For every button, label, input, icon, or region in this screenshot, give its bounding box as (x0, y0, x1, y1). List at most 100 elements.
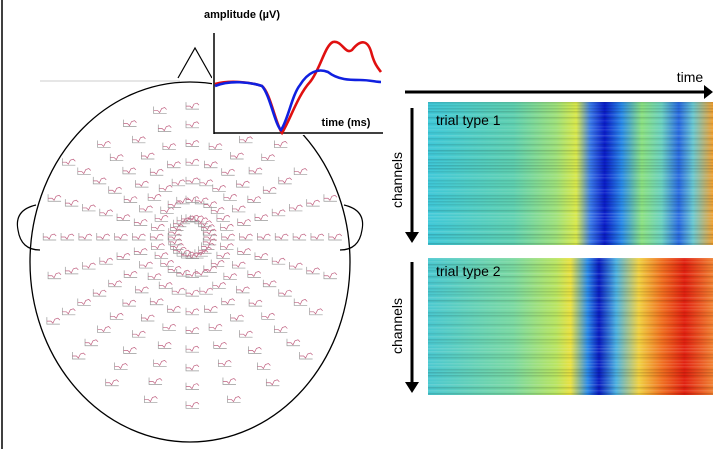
mini-axes (176, 249, 191, 257)
mini-trace (328, 233, 343, 240)
mini-axes (154, 251, 169, 260)
mini-axes (185, 382, 199, 390)
mini-axes (133, 218, 148, 226)
mini-trace (186, 308, 200, 315)
mini-trace (230, 152, 244, 159)
mini-axes (185, 139, 199, 147)
stripe (428, 294, 713, 296)
mini-trace (99, 257, 114, 264)
mini-axes (230, 152, 244, 160)
mini-trace (310, 233, 325, 240)
mini-trace (236, 180, 250, 187)
mini-trace (186, 102, 200, 109)
mini-axes (247, 270, 261, 278)
mini-axes (237, 218, 251, 226)
mini-axes (216, 214, 230, 222)
mini-axes (254, 252, 268, 260)
mini-axes (123, 195, 138, 203)
mini-trace (153, 107, 167, 114)
stripe (428, 186, 713, 188)
mini-trace (263, 280, 277, 287)
mini-trace (257, 233, 271, 240)
mini-trace (274, 141, 288, 148)
stripe (428, 384, 713, 386)
mini-trace (293, 233, 307, 240)
mini-trace (209, 323, 223, 330)
mini-trace (289, 262, 303, 269)
stripe (428, 189, 713, 191)
mini-axes (230, 313, 244, 322)
mini-axes (223, 272, 237, 281)
mini-axes (97, 325, 111, 333)
mini-trace (123, 346, 137, 353)
mini-trace (93, 177, 107, 184)
stripe (428, 339, 713, 341)
mini-trace (186, 289, 200, 296)
mini-trace (203, 238, 217, 245)
mini-trace (230, 314, 244, 321)
mini-trace (110, 154, 124, 161)
mini-axes (293, 298, 308, 306)
mini-axes (201, 242, 215, 250)
mini-trace (203, 201, 218, 208)
heatmap-2 (428, 258, 713, 395)
mini-trace (168, 233, 182, 240)
mini-axes (248, 166, 263, 175)
mini-trace (186, 140, 200, 147)
mini-axes (42, 233, 57, 241)
mini-trace (220, 223, 234, 230)
mini-axes (261, 153, 275, 162)
stripe (428, 261, 713, 263)
mini-axes (274, 325, 288, 333)
stripe (428, 174, 713, 176)
head-outline (16, 46, 364, 443)
time-arrowhead (704, 85, 713, 99)
mini-axes (105, 378, 119, 387)
mini-trace (218, 360, 232, 367)
mini-trace (239, 136, 253, 143)
mini-axes (212, 184, 226, 192)
stripe (428, 237, 713, 239)
mini-axes (306, 266, 320, 275)
mini-trace (61, 233, 75, 240)
stripe (428, 201, 713, 203)
mini-trace (254, 252, 269, 259)
mini-trace (299, 352, 313, 359)
stripe (428, 180, 713, 182)
mini-axes (149, 168, 164, 176)
mini-axes (162, 323, 176, 331)
mini-trace (199, 179, 214, 186)
mini-axes (60, 233, 75, 241)
mini-trace (168, 238, 183, 245)
mini-trace (199, 287, 214, 294)
mini-axes (254, 213, 268, 221)
stripe (428, 114, 713, 116)
stripe (428, 141, 713, 143)
mini-trace (211, 207, 225, 214)
stripe (428, 258, 713, 260)
mini-trace (186, 196, 200, 203)
mini-axes (328, 233, 342, 241)
heatmap-2-stripes (428, 258, 713, 395)
mini-trace (77, 168, 92, 175)
stripe (428, 390, 713, 392)
stripe (428, 162, 713, 164)
mini-axes (185, 307, 199, 316)
stripe (428, 192, 713, 194)
mini-axes (271, 257, 286, 265)
mini-axes (299, 352, 313, 360)
channels-arrowhead (405, 232, 419, 243)
mini-trace (155, 214, 169, 221)
stripe (428, 135, 713, 137)
stripe (428, 336, 713, 338)
mini-axes (171, 178, 186, 187)
mini-trace (177, 249, 191, 256)
mini-trace (132, 330, 146, 337)
mini-trace (168, 228, 183, 235)
mini-trace (170, 242, 184, 249)
mini-axes (208, 142, 223, 151)
mini-axes (232, 261, 246, 269)
panel-title: trial type 2 (436, 263, 501, 279)
mini-trace (272, 209, 286, 216)
